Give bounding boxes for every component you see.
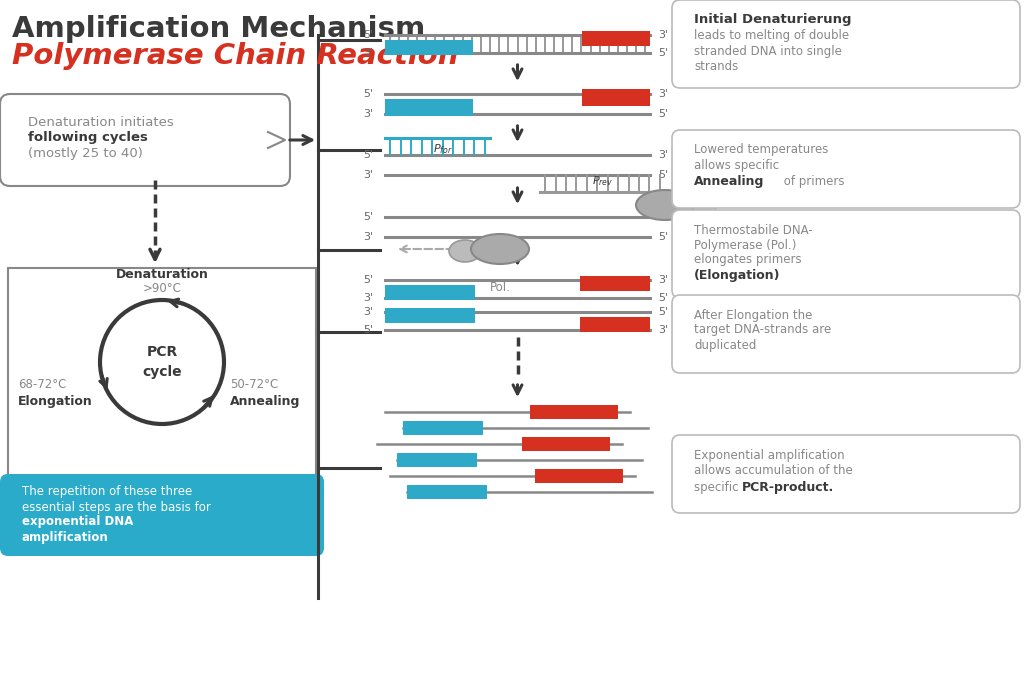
Text: 5': 5' <box>658 48 668 58</box>
Text: (mostly 25 to 40): (mostly 25 to 40) <box>28 148 143 160</box>
Text: 5': 5' <box>362 89 373 99</box>
Text: Lowered temperatures: Lowered temperatures <box>694 143 828 156</box>
Text: following cycles: following cycles <box>28 131 147 145</box>
Bar <box>407 485 487 499</box>
Text: allows specific: allows specific <box>694 158 779 171</box>
Text: Elongation: Elongation <box>18 396 93 409</box>
Text: Annealing: Annealing <box>230 396 300 409</box>
Text: exponential DNA: exponential DNA <box>22 515 133 528</box>
Bar <box>582 89 650 106</box>
Text: Exponential amplification: Exponential amplification <box>694 449 845 462</box>
Text: 5': 5' <box>658 170 668 180</box>
Bar <box>403 421 483 435</box>
Ellipse shape <box>684 196 716 218</box>
Text: 3': 3' <box>658 30 668 40</box>
Bar <box>582 31 650 46</box>
Text: elongates primers: elongates primers <box>694 254 802 267</box>
Text: 3': 3' <box>362 48 373 58</box>
Bar <box>385 99 473 116</box>
Text: (Elongation): (Elongation) <box>694 269 780 282</box>
Text: $P_{rev}$: $P_{rev}$ <box>592 174 613 188</box>
Text: Polymerase (Pol.): Polymerase (Pol.) <box>694 239 797 252</box>
Text: allows accumulation of the: allows accumulation of the <box>694 464 853 477</box>
Text: 3': 3' <box>362 293 373 303</box>
Bar <box>397 453 477 467</box>
Text: 5': 5' <box>658 109 668 119</box>
Text: cycle: cycle <box>142 365 182 379</box>
Text: Annealing: Annealing <box>694 175 764 188</box>
Text: 5': 5' <box>362 150 373 160</box>
Text: 3': 3' <box>658 212 668 222</box>
Text: 3': 3' <box>362 170 373 180</box>
Bar <box>530 405 618 419</box>
Ellipse shape <box>471 234 529 264</box>
Text: PCR-product.: PCR-product. <box>742 481 835 494</box>
FancyBboxPatch shape <box>672 295 1020 373</box>
Text: The repetition of these three: The repetition of these three <box>22 486 193 498</box>
Text: $P_{for}$: $P_{for}$ <box>433 142 453 156</box>
Text: amplification: amplification <box>22 530 109 543</box>
Text: Thermostabile DNA-: Thermostabile DNA- <box>694 224 813 237</box>
Text: duplicated: duplicated <box>694 339 757 352</box>
Text: 3': 3' <box>658 89 668 99</box>
Text: Pol.: Pol. <box>489 281 510 294</box>
FancyBboxPatch shape <box>672 0 1020 88</box>
Text: Polymerase Chain Reaction: Polymerase Chain Reaction <box>12 42 459 70</box>
Text: 3': 3' <box>658 275 668 285</box>
Text: 3': 3' <box>362 307 373 317</box>
Text: 5': 5' <box>658 307 668 317</box>
Bar <box>580 275 650 291</box>
FancyBboxPatch shape <box>8 268 316 480</box>
FancyBboxPatch shape <box>672 130 1020 208</box>
Text: 5': 5' <box>362 212 373 222</box>
Text: stranded DNA into single: stranded DNA into single <box>694 44 842 58</box>
Ellipse shape <box>636 190 694 220</box>
Text: 5': 5' <box>362 275 373 285</box>
FancyBboxPatch shape <box>672 210 1020 298</box>
Text: essential steps are the basis for: essential steps are the basis for <box>22 500 211 513</box>
Bar <box>522 437 610 451</box>
Text: Amplification Mechanism: Amplification Mechanism <box>12 15 425 43</box>
Text: PCR: PCR <box>146 345 177 359</box>
Text: Denaturation initiates: Denaturation initiates <box>28 116 178 129</box>
Bar <box>535 469 623 483</box>
Text: strands: strands <box>694 60 738 73</box>
Text: specific: specific <box>694 481 742 494</box>
FancyBboxPatch shape <box>0 474 324 556</box>
Polygon shape <box>268 132 285 148</box>
Text: 5': 5' <box>362 325 373 335</box>
FancyBboxPatch shape <box>672 435 1020 513</box>
Text: After Elongation the: After Elongation the <box>694 309 812 322</box>
Text: Initial Denaturierung: Initial Denaturierung <box>694 14 852 27</box>
Text: 3': 3' <box>362 109 373 119</box>
Bar <box>385 285 475 300</box>
Text: target DNA-strands are: target DNA-strands are <box>694 324 831 337</box>
Text: 5': 5' <box>658 293 668 303</box>
Text: 3': 3' <box>658 150 668 160</box>
Text: 68-72°C: 68-72°C <box>18 379 67 392</box>
FancyBboxPatch shape <box>0 94 290 186</box>
Bar <box>385 307 475 323</box>
Text: leads to melting of double: leads to melting of double <box>694 29 849 42</box>
Bar <box>385 39 473 55</box>
Text: 5': 5' <box>658 232 668 242</box>
Text: 5': 5' <box>362 30 373 40</box>
Bar <box>580 317 650 332</box>
Ellipse shape <box>449 240 481 262</box>
Text: of primers: of primers <box>780 175 845 188</box>
Text: Denaturation: Denaturation <box>116 269 209 282</box>
Text: 3': 3' <box>658 325 668 335</box>
Text: >90°C: >90°C <box>142 282 181 294</box>
Text: 50-72°C: 50-72°C <box>230 379 279 392</box>
Text: 3': 3' <box>362 232 373 242</box>
